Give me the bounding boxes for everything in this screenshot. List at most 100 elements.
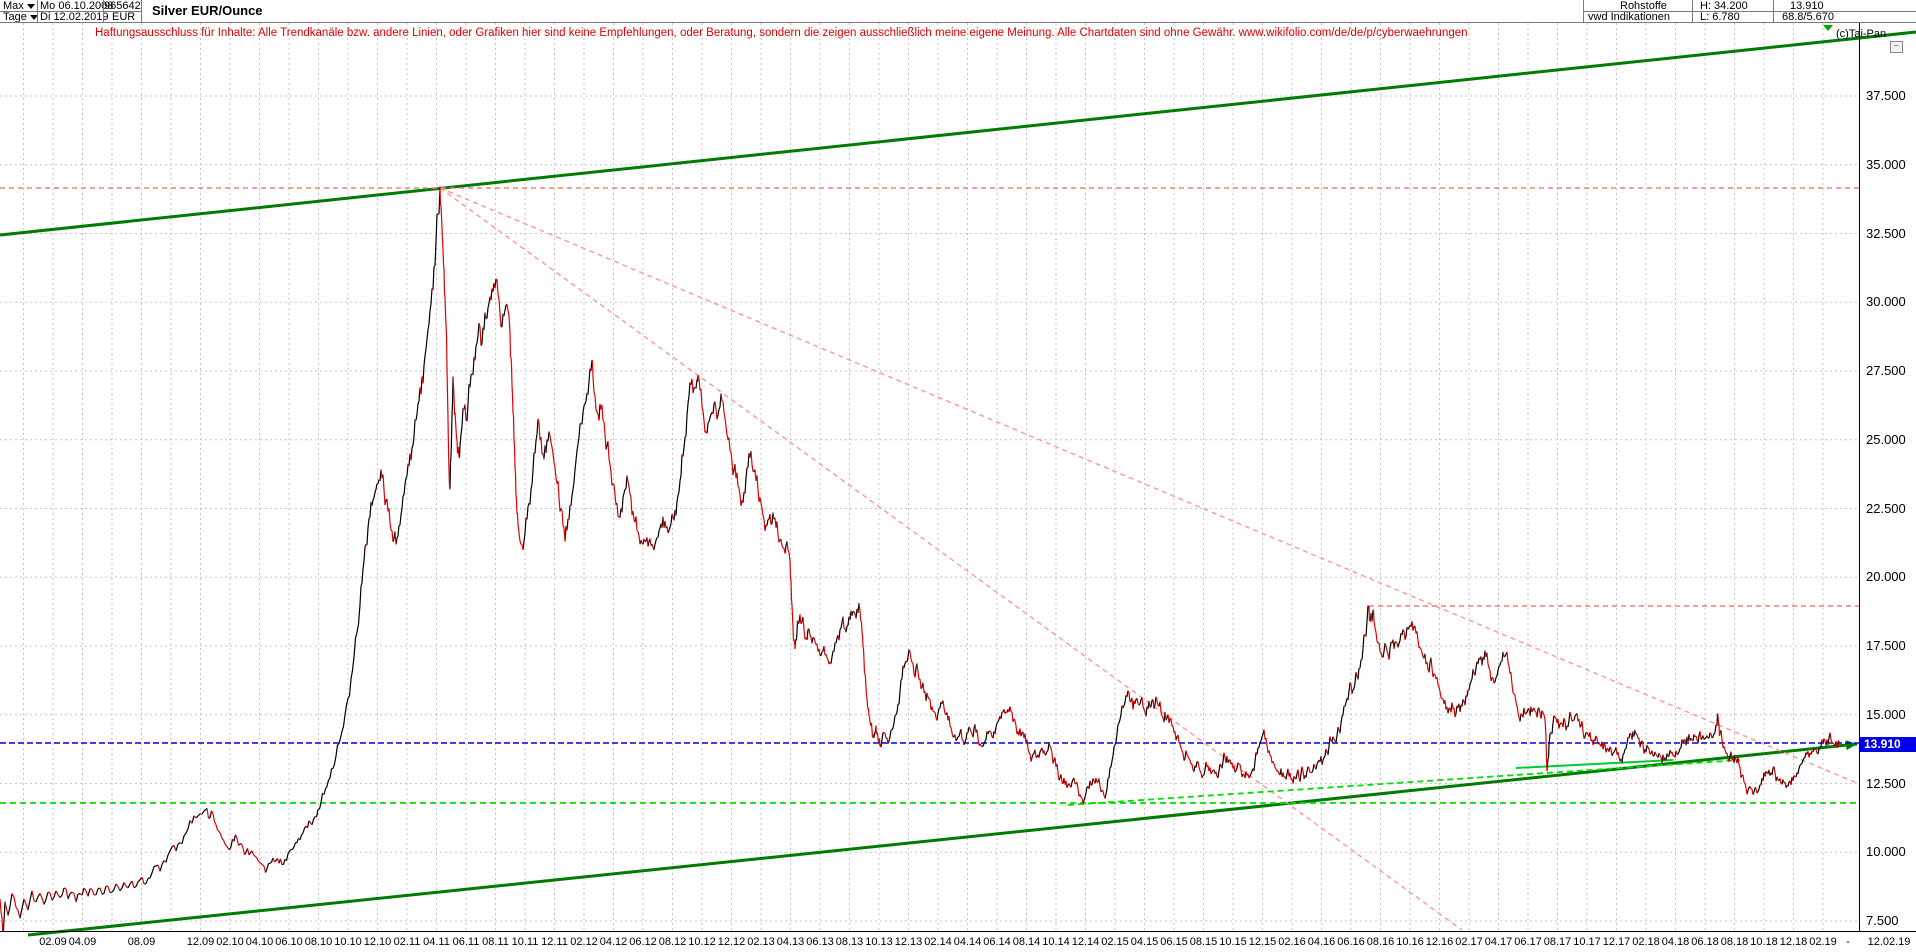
x-axis-label: 02.10 xyxy=(216,936,244,948)
x-axis-label: 12.13 xyxy=(894,936,923,948)
y-axis-label: 22.500 xyxy=(1866,500,1906,516)
period-dropdown-label: Max xyxy=(3,0,24,12)
x-axis-label: 10.15 xyxy=(1219,936,1247,948)
x-axis-label: 06.12 xyxy=(629,936,657,948)
x-axis-label: 08.12 xyxy=(658,936,687,948)
x-axis-label: 10.12 xyxy=(688,936,716,948)
x-axis-label: 10.11 xyxy=(511,936,539,948)
y-axis-label: 10.000 xyxy=(1866,844,1906,860)
x-axis-label: 08.16 xyxy=(1366,936,1395,948)
x-axis-label: 12.17 xyxy=(1602,936,1631,948)
x-axis-label: 06.11 xyxy=(452,936,480,948)
x-axis-label: 04.13 xyxy=(776,936,805,948)
header-divider xyxy=(1583,11,1916,12)
chevron-down-icon xyxy=(29,14,38,20)
security-id: 965642 xyxy=(104,0,141,12)
x-axis-label: 06.15 xyxy=(1160,936,1188,948)
chevron-down-icon xyxy=(26,3,35,9)
x-axis-label: 04.14 xyxy=(953,936,982,948)
fan-line-upper xyxy=(439,187,1860,785)
x-axis-label: 02.16 xyxy=(1278,936,1306,948)
x-axis-label: 10.17 xyxy=(1573,936,1601,948)
copyright-label: (c)Tai-Pan xyxy=(1836,28,1887,40)
collapse-icon[interactable]: – xyxy=(1890,41,1903,53)
x-axis-label: 02.12 xyxy=(570,936,598,948)
x-axis-label: 12.11 xyxy=(541,936,568,948)
grid-lines xyxy=(0,23,1859,931)
x-axis-label: 10.14 xyxy=(1042,936,1070,948)
x-axis-label: 06.17 xyxy=(1514,936,1542,948)
price-series xyxy=(0,186,1841,931)
x-axis-label: 12.12 xyxy=(717,936,746,948)
x-axis-label: 10.18 xyxy=(1750,936,1778,948)
price-line-up xyxy=(2,186,1840,931)
upper-trend-channel xyxy=(0,30,1916,237)
x-axis-label: 08.13 xyxy=(835,936,864,948)
header-divider xyxy=(141,0,142,22)
y-axis-label: 32.500 xyxy=(1866,225,1906,241)
y-axis-label: 20.000 xyxy=(1866,569,1906,585)
y-axis-label: 7.500 xyxy=(1866,913,1899,928)
x-axis-label: 10.16 xyxy=(1396,936,1424,948)
x-axis-label: 04.10 xyxy=(245,936,274,948)
y-axis-label: 15.000 xyxy=(1866,706,1906,722)
x-axis-label: 10.13 xyxy=(865,936,893,948)
x-axis-label: 02.17 xyxy=(1455,936,1483,948)
x-axis-label: 04.11 xyxy=(423,936,450,948)
x-axis-label: 06.16 xyxy=(1337,936,1365,948)
x-axis-label: 02.14 xyxy=(924,936,952,948)
x-axis-label: 12.16 xyxy=(1425,936,1454,948)
current-price-badge: 13.910 xyxy=(1860,737,1916,752)
disclaimer-text: Haftungsausschluss für Inhalte: Alle Tre… xyxy=(95,27,1468,39)
x-axis-label: 02.15 xyxy=(1101,936,1129,948)
header-bottom-border xyxy=(0,22,1916,23)
y-axis-label: 37.500 xyxy=(1866,88,1906,103)
end-date: Di 12.02.2019 xyxy=(40,11,109,23)
x-axis-label: 08.10 xyxy=(304,936,333,948)
x-axis-label: 02.18 xyxy=(1632,936,1660,948)
y-axis-label: 25.000 xyxy=(1866,431,1906,447)
x-axis-label: 12.09 xyxy=(186,936,215,948)
x-axis-label: 02.09 xyxy=(39,936,67,948)
interval-dropdown[interactable]: Tage xyxy=(3,12,38,23)
x-axis-label: 12.18 xyxy=(1779,936,1808,948)
x-axis-line xyxy=(0,931,1916,932)
y-axis-line xyxy=(1859,23,1860,931)
page-title: Silver EUR/Ounce xyxy=(152,3,263,18)
latest-marker-icon xyxy=(1823,25,1833,31)
x-axis-label: 02.13 xyxy=(747,936,775,948)
x-axis-label: 04.16 xyxy=(1307,936,1336,948)
y-axis-label: 30.000 xyxy=(1866,294,1906,310)
x-axis-label: 10.10 xyxy=(334,936,362,948)
header-divider xyxy=(0,11,141,12)
category-label: Rohstoffe xyxy=(1620,0,1667,12)
x-axis-label: 08.15 xyxy=(1189,936,1218,948)
x-axis-label: 04.12 xyxy=(599,936,628,948)
fan-line-lower xyxy=(439,187,1463,931)
x-axis-label: 08.14 xyxy=(1012,936,1041,948)
ratio-value: 68.8/5.670 xyxy=(1782,11,1834,23)
y-axis-label: 12.500 xyxy=(1866,775,1906,791)
x-axis-label: 12.15 xyxy=(1248,936,1277,948)
lower-trend-channel xyxy=(27,742,1858,937)
x-axis-label: 08.11 xyxy=(482,936,509,948)
interval-dropdown-label: Tage xyxy=(3,11,27,23)
support-solid-short xyxy=(1515,759,1674,769)
y-axis-label: 35.000 xyxy=(1866,156,1906,172)
x-axis-label: 06.10 xyxy=(275,936,303,948)
x-axis-label: 12.02.19 xyxy=(1867,936,1911,948)
y-axis-label: 27.500 xyxy=(1866,363,1906,378)
x-axis-label: 12.14 xyxy=(1071,936,1100,948)
x-axis-label: - xyxy=(1846,936,1850,948)
support-dashed-rising xyxy=(1067,759,1741,806)
x-axis-label: 08.18 xyxy=(1720,936,1749,948)
period-dropdown[interactable]: Max xyxy=(3,1,35,12)
x-axis-label: 06.13 xyxy=(806,936,834,948)
x-axis-label: 04.17 xyxy=(1484,936,1513,948)
x-axis-label: 02.19 xyxy=(1809,936,1837,948)
y-axis-label: 17.500 xyxy=(1866,638,1906,653)
x-axis-label: 04.09 xyxy=(68,936,97,948)
x-axis-label: 06.18 xyxy=(1691,936,1719,948)
x-axis-label: 04.18 xyxy=(1661,936,1690,948)
